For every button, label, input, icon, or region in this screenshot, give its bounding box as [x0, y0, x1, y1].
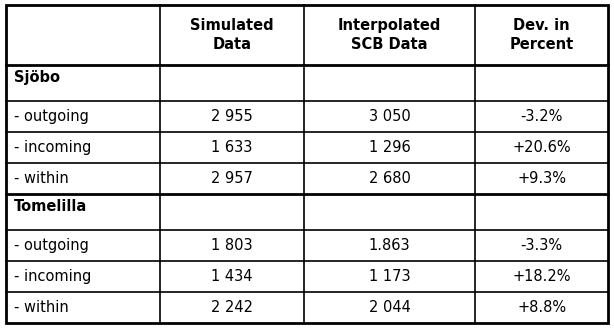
Text: -3.3%: -3.3% — [521, 238, 563, 253]
Text: 1 434: 1 434 — [211, 269, 252, 284]
Text: +20.6%: +20.6% — [512, 140, 571, 155]
Text: 2 680: 2 680 — [369, 171, 411, 186]
Text: 1.863: 1.863 — [369, 238, 411, 253]
Text: 1 633: 1 633 — [211, 140, 252, 155]
Text: - outgoing: - outgoing — [14, 109, 88, 124]
Text: - within: - within — [14, 171, 68, 186]
Text: 1 173: 1 173 — [369, 269, 411, 284]
Text: Dev. in
Percent: Dev. in Percent — [510, 18, 574, 52]
Text: - incoming: - incoming — [14, 269, 91, 284]
Text: 2 957: 2 957 — [211, 171, 253, 186]
Text: +18.2%: +18.2% — [513, 269, 571, 284]
Text: Tomelilla: Tomelilla — [14, 199, 87, 214]
Text: Sjöbo: Sjöbo — [14, 70, 60, 85]
Text: 3 050: 3 050 — [369, 109, 411, 124]
Text: 2 044: 2 044 — [369, 300, 411, 315]
Text: 2 242: 2 242 — [211, 300, 253, 315]
Text: Interpolated
SCB Data: Interpolated SCB Data — [338, 18, 441, 52]
Text: 1 296: 1 296 — [369, 140, 411, 155]
Text: +9.3%: +9.3% — [517, 171, 566, 186]
Text: Simulated
Data: Simulated Data — [190, 18, 274, 52]
Text: - outgoing: - outgoing — [14, 238, 88, 253]
Text: 2 955: 2 955 — [211, 109, 252, 124]
Text: - incoming: - incoming — [14, 140, 91, 155]
Text: 1 803: 1 803 — [211, 238, 252, 253]
Text: +8.8%: +8.8% — [517, 300, 566, 315]
Text: - within: - within — [14, 300, 68, 315]
Text: -3.2%: -3.2% — [521, 109, 563, 124]
